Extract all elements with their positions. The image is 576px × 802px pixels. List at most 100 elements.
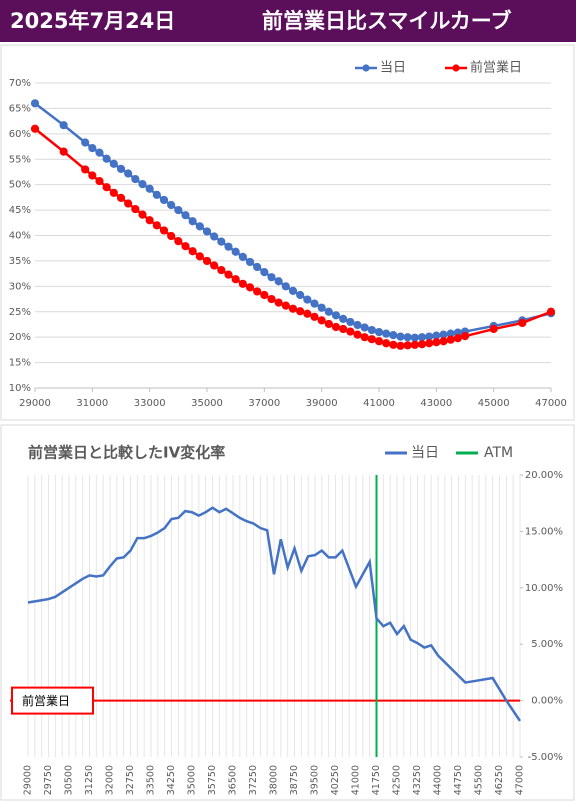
y-tick-label: -5.00%	[528, 752, 563, 763]
marker	[446, 335, 455, 344]
marker	[453, 334, 462, 343]
panel	[0, 44, 575, 421]
marker	[145, 216, 154, 225]
x-tick-label: 37000	[248, 398, 280, 409]
legend-label: ATM	[484, 445, 513, 461]
marker	[260, 290, 269, 300]
x-tick-label: 32000	[105, 765, 116, 795]
marker	[195, 252, 204, 261]
x-tick-label: 36500	[228, 765, 239, 795]
x-tick-label: 38000	[269, 765, 280, 795]
marker	[202, 256, 212, 266]
y-tick-label: 65%	[9, 103, 31, 114]
marker	[109, 159, 118, 168]
x-tick-label: 43250	[412, 765, 423, 795]
x-tick-label: 44000	[433, 765, 444, 795]
marker	[281, 301, 290, 310]
marker	[145, 184, 154, 193]
marker	[95, 148, 104, 157]
marker	[138, 180, 147, 189]
marker	[238, 252, 247, 261]
marker	[389, 340, 398, 349]
y-tick-label: 40%	[9, 231, 31, 242]
marker	[224, 242, 233, 251]
marker	[317, 316, 326, 325]
x-tick-label: 33500	[146, 765, 157, 795]
legend-label: 当日	[411, 445, 439, 461]
marker	[353, 330, 362, 339]
marker	[188, 217, 197, 226]
marker	[353, 320, 362, 330]
series-line	[27, 506, 522, 722]
y-tick-label: 20.00%	[525, 470, 563, 481]
marker	[288, 304, 298, 313]
x-tick-label: 39500	[310, 765, 321, 795]
marker	[217, 265, 226, 275]
marker	[417, 340, 427, 349]
marker	[224, 270, 233, 279]
y-tick-label: 45%	[9, 205, 31, 216]
marker	[238, 279, 247, 288]
marker	[131, 204, 140, 214]
y-tick-label: 50%	[9, 180, 31, 191]
y-tick-label: 5.00%	[531, 639, 563, 650]
marker	[317, 303, 326, 312]
marker	[339, 314, 348, 323]
marker	[389, 331, 398, 340]
x-tick-label: 40250	[330, 765, 341, 795]
marker	[88, 171, 97, 180]
marker	[410, 340, 419, 349]
x-tick-label: 29750	[43, 765, 54, 795]
marker	[410, 333, 419, 342]
x-tick-label: 32750	[125, 765, 136, 795]
x-tick-label: 47000	[515, 765, 526, 795]
x-tick-label: 37250	[248, 765, 259, 795]
marker	[116, 193, 126, 202]
marker	[339, 324, 348, 334]
marker	[425, 339, 434, 348]
legend-marker	[362, 64, 370, 72]
header-title: 前営業日比スマイルカーブ	[262, 9, 511, 33]
y-tick-label: 30%	[9, 281, 31, 292]
marker	[210, 232, 219, 241]
marker	[181, 242, 190, 251]
x-tick-label: 35000	[191, 398, 223, 409]
marker	[245, 257, 255, 267]
marker	[253, 262, 262, 272]
x-tick-label: 41000	[363, 398, 395, 409]
x-tick-label: 39000	[306, 398, 338, 409]
marker	[303, 309, 312, 318]
y-tick-label: 55%	[9, 154, 31, 165]
marker	[138, 210, 147, 219]
marker	[546, 307, 556, 316]
marker	[346, 327, 355, 336]
marker	[174, 205, 183, 215]
legend-label: 前営業日	[470, 60, 522, 76]
x-tick-label: 31000	[76, 398, 108, 409]
marker	[109, 188, 118, 197]
y-tick-label: 10%	[9, 383, 31, 394]
marker	[303, 295, 312, 304]
marker	[403, 341, 412, 350]
x-tick-label: 31250	[84, 765, 95, 795]
marker	[188, 247, 197, 256]
marker	[102, 154, 111, 163]
marker	[374, 327, 384, 337]
y-tick-label: 10.00%	[525, 583, 563, 594]
marker	[382, 339, 391, 348]
marker	[95, 177, 104, 186]
y-tick-label: 35%	[9, 256, 31, 267]
x-tick-label: 41000	[351, 765, 362, 795]
marker	[59, 121, 68, 130]
y-tick-label: 15.00%	[525, 526, 563, 537]
marker	[331, 322, 341, 332]
marker	[432, 338, 441, 347]
chart-title: 前営業日と比較したIV変化率	[28, 444, 225, 462]
marker	[396, 332, 405, 341]
y-tick-label: 0.00%	[531, 696, 563, 707]
x-tick-label: 35750	[207, 765, 218, 795]
marker	[231, 247, 240, 256]
x-tick-label: 45500	[474, 765, 485, 795]
marker	[181, 211, 190, 220]
